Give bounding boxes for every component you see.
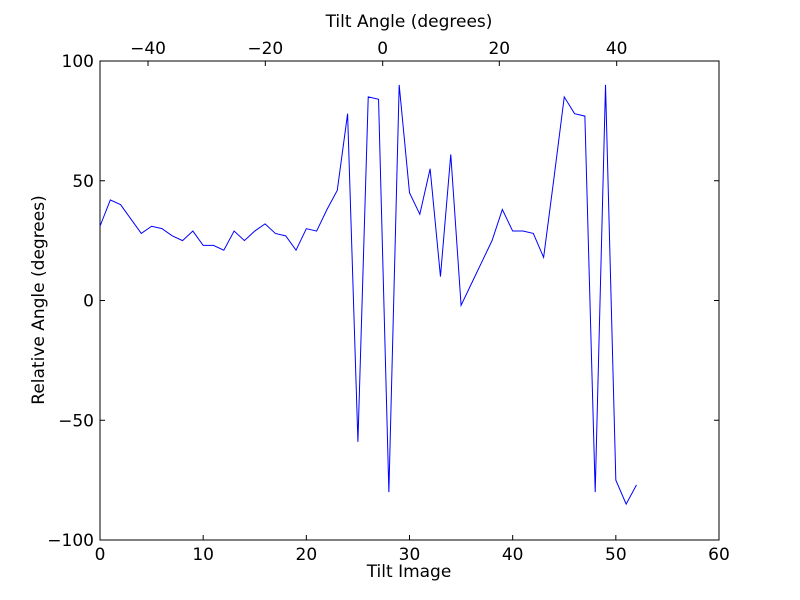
top-x-axis-title: Tilt Angle (degrees) [325,12,493,32]
x-tick-label: 30 [399,545,421,565]
x-tick-label: 40 [502,545,524,565]
data-line [99,84,637,506]
top-x-tick-label: 20 [488,39,510,59]
x-tick-label: 60 [708,545,730,565]
top-x-tick-label: 0 [377,39,388,59]
y-tick-label: 50 [72,172,94,192]
y-tick-label: 100 [62,52,94,72]
top-x-tick-label: −40 [130,39,166,59]
axis-tick-labels: 0 10 20 30 40 50 60 −100 −50 0 50 100 −40 −20 0 20 40 [47,39,730,565]
x-tick-label: 0 [95,545,106,565]
x-tick-label: 10 [192,545,214,565]
plot-frame [99,60,720,541]
x-tick-label: 50 [605,545,627,565]
y-tick-label: −50 [58,411,94,431]
top-x-tick-label: 40 [606,39,628,59]
y-axis-title: Relative Angle (degrees) [29,195,49,404]
y-tick-label: −100 [47,531,94,551]
top-x-tick-label: −20 [247,39,283,59]
x-tick-label: 20 [296,545,318,565]
y-tick-label: 0 [83,292,94,312]
axis-ticks [99,60,720,541]
x-axis-title: Tilt Image [366,562,452,582]
